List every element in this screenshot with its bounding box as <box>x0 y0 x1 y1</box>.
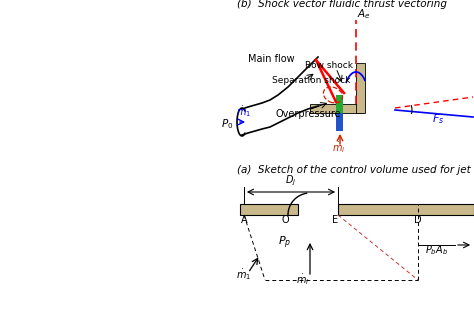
Text: E: E <box>332 215 338 225</box>
Text: $P_b A_b$: $P_b A_b$ <box>425 243 448 257</box>
Text: $D_j$: $D_j$ <box>285 174 297 188</box>
Text: Separation shock: Separation shock <box>272 76 350 85</box>
Bar <box>356 63 365 113</box>
Bar <box>240 204 298 215</box>
Text: D: D <box>414 215 422 225</box>
Text: $A_e$: $A_e$ <box>357 7 371 21</box>
Text: Main flow: Main flow <box>248 54 295 64</box>
Bar <box>310 104 362 113</box>
Text: $\dot{m}_1$: $\dot{m}_1$ <box>236 104 251 119</box>
Text: $\dot{m}_i$: $\dot{m}_i$ <box>296 272 310 287</box>
Bar <box>336 95 343 113</box>
Text: O: O <box>281 215 289 225</box>
Text: $F_s$: $F_s$ <box>432 112 444 126</box>
Text: $\dot{m}_i$: $\dot{m}_i$ <box>332 140 346 155</box>
Text: $P_p$: $P_p$ <box>278 234 291 251</box>
Text: A: A <box>241 215 247 225</box>
Text: $\dot{m}_1$: $\dot{m}_1$ <box>237 267 252 282</box>
Text: (a)  Sketch of the control volume used for jet plur: (a) Sketch of the control volume used fo… <box>237 165 474 175</box>
Text: Bow shock: Bow shock <box>305 61 353 70</box>
Bar <box>336 113 343 131</box>
Text: $P_0$: $P_0$ <box>220 117 233 131</box>
Text: Overpressure: Overpressure <box>276 109 342 119</box>
Bar <box>338 204 474 215</box>
Text: (b)  Shock vector fluidic thrust vectoring: (b) Shock vector fluidic thrust vectorin… <box>237 0 447 9</box>
